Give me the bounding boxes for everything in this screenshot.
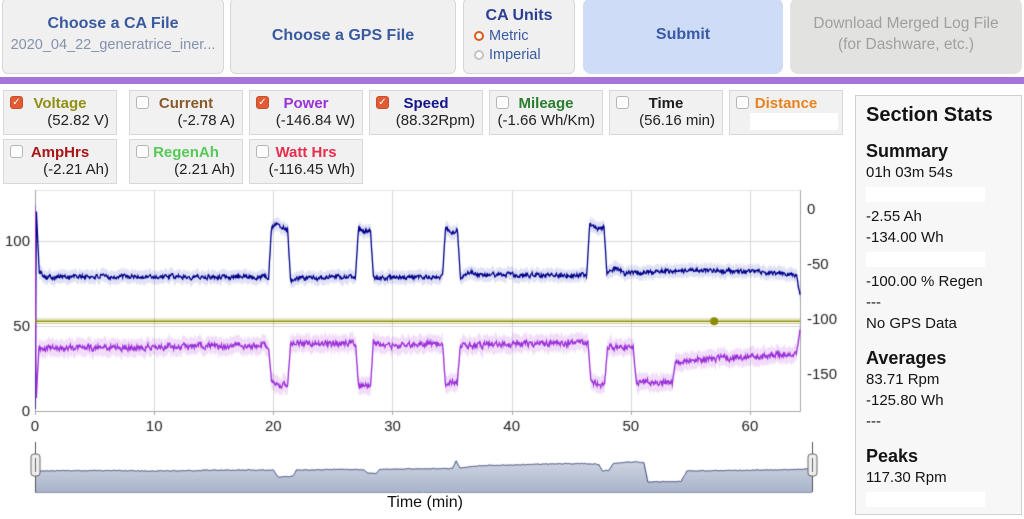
metric-cell-regenah: RegenAh (2.21 Ah): [129, 139, 243, 184]
metric-checkbox-amphrs[interactable]: [10, 145, 23, 158]
choose-gps-file-label: Choose a GPS File: [271, 27, 415, 44]
radio-metric[interactable]: Metric: [464, 28, 574, 44]
metric-cell-current: Current (-2.78 A): [129, 90, 243, 135]
choose-ca-file-button[interactable]: Choose a CA File 2020_04_22_generatrice_…: [2, 0, 224, 74]
time-axis-label: Time (min): [387, 494, 463, 511]
download-label-line2: (for Dashware, etc.): [837, 35, 975, 53]
metric-cell-speed: ✓ Speed (88.32Rpm): [369, 90, 483, 135]
metric-cell-distance: Distance: [729, 90, 843, 135]
section-stats-panel: Section Stats Summary 01h 03m 54s -2.55 Ah…: [855, 95, 1022, 515]
metric-value-watt-hrs: (-116.45 Wh): [268, 161, 355, 178]
metric-label-voltage: Voltage: [33, 95, 87, 112]
metric-value-amphrs: (-2.21 Ah): [43, 161, 109, 178]
ca-units-group: CA Units Metric Imperial: [463, 0, 575, 74]
metric-value-time: (56.16 min): [639, 112, 715, 129]
metric-cell-amphrs: AmpHrs (-2.21 Ah): [3, 139, 117, 184]
metric-checkbox-mileage[interactable]: [496, 96, 509, 109]
sidebar-stat-line: ---: [866, 294, 881, 311]
sidebar-stat-line: -100.00 % Regen: [866, 273, 983, 290]
metric-checkbox-regenah[interactable]: [136, 145, 149, 158]
metric-checkbox-current[interactable]: [136, 96, 149, 109]
metric-label-mileage: Mileage: [518, 95, 574, 112]
metric-label-watt-hrs: Watt Hrs: [275, 144, 337, 161]
metric-checkbox-voltage[interactable]: ✓: [10, 96, 23, 109]
ca-units-title: CA Units: [485, 7, 553, 24]
sidebar-stat-line: -134.00 Wh: [866, 229, 944, 246]
metric-label-power: Power: [283, 95, 329, 112]
radio-metric-icon[interactable]: [474, 31, 484, 41]
ca-filename: 2020_04_22_generatrice_iner...: [10, 37, 216, 53]
sidebar-stat-line: -2.55 Ah: [866, 208, 922, 225]
section-stats-title: Section Stats: [866, 104, 993, 126]
sidebar-heading-summary: Summary: [866, 141, 949, 161]
download-merged-log-button[interactable]: Download Merged Log File (for Dashware, …: [790, 0, 1022, 74]
sidebar-stat-line: [866, 187, 985, 202]
metric-value-voltage: (52.82 V): [47, 112, 109, 129]
sidebar-stat-line: 83.71 Rpm: [866, 371, 940, 388]
purple-divider: [0, 77, 1024, 84]
radio-imperial-label: Imperial: [489, 47, 541, 63]
submit-button[interactable]: Submit: [583, 0, 783, 74]
sidebar-stat-line: 01h 03m 54s: [866, 164, 953, 181]
metric-label-regenah: RegenAh: [153, 144, 219, 161]
metric-value-speed: (88.32Rpm): [395, 112, 475, 129]
metric-cell-watt-hrs: Watt Hrs (-116.45 Wh): [249, 139, 363, 184]
metric-label-amphrs: AmpHrs: [30, 144, 90, 161]
metric-value-current: (-2.78 A): [177, 112, 235, 129]
sidebar-stat-line: No GPS Data: [866, 315, 957, 332]
radio-imperial[interactable]: Imperial: [464, 47, 574, 63]
metric-checkbox-time[interactable]: [616, 96, 629, 109]
download-label-line1: Download Merged Log File: [813, 15, 999, 32]
metric-label-speed: Speed: [403, 95, 449, 112]
metric-cell-time: Time (56.16 min): [609, 90, 723, 135]
submit-label: Submit: [655, 26, 711, 43]
sidebar-heading-averages: Averages: [866, 348, 947, 368]
metric-checkbox-speed[interactable]: ✓: [376, 96, 389, 109]
metric-label-current: Current: [158, 95, 214, 112]
sidebar-stat-line: ---: [866, 413, 881, 430]
log-chart-canvas[interactable]: [0, 185, 850, 519]
metric-checkbox-power[interactable]: ✓: [256, 96, 269, 109]
metric-value-mileage: (-1.66 Wh/Km): [497, 112, 595, 129]
metric-label-distance: Distance: [754, 95, 818, 112]
metric-value-power: (-146.84 W): [275, 112, 355, 129]
metric-checkbox-watt-hrs[interactable]: [256, 145, 269, 158]
metric-cell-voltage: ✓ Voltage (52.82 V): [3, 90, 117, 135]
sidebar-stat-line: 117.30 Rpm: [866, 469, 947, 486]
radio-imperial-icon[interactable]: [474, 50, 484, 60]
metric-cell-mileage: Mileage (-1.66 Wh/Km): [489, 90, 603, 135]
metric-checkbox-distance[interactable]: [736, 96, 749, 109]
sidebar-stat-line: [866, 492, 985, 507]
metric-value-distance: [750, 113, 838, 130]
choose-ca-file-label: Choose a CA File: [47, 15, 179, 32]
radio-metric-label: Metric: [489, 28, 529, 44]
metric-cell-power: ✓ Power (-146.84 W): [249, 90, 363, 135]
sidebar-stat-line: -125.80 Wh: [866, 392, 944, 409]
sidebar-stat-line: [866, 252, 985, 267]
sidebar-heading-peaks: Peaks: [866, 446, 919, 466]
choose-gps-file-button[interactable]: Choose a GPS File: [230, 0, 456, 74]
metric-label-time: Time: [648, 95, 684, 112]
metric-value-regenah: (2.21 Ah): [174, 161, 235, 178]
